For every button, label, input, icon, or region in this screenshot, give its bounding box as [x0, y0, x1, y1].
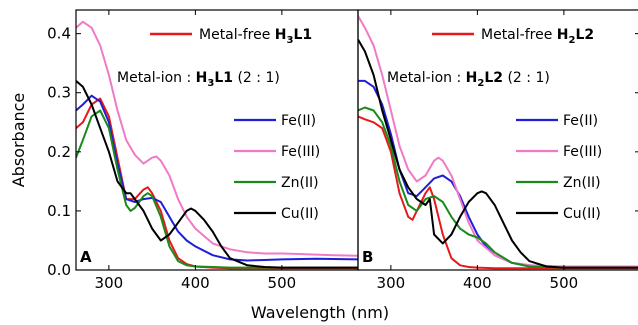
y-tick-label: 0.1	[47, 202, 71, 220]
panel-b-x-tick-label: 400	[463, 274, 492, 292]
panel-a-y-ticks: 0.0 0.1 0.2 0.3 0.4	[47, 25, 638, 279]
panel-b-series-fe3	[358, 15, 638, 268]
y-tick-label: 0.4	[47, 25, 71, 43]
panel-a-x-tick-label: 500	[268, 274, 297, 292]
panel-b-legend: Metal-free H2L2 Metal-ion : H2L2 (2 : 1)…	[387, 27, 602, 222]
legend-b-ratio-label: Metal-ion : H2L2 (2 : 1)	[387, 70, 550, 89]
legend-b-metal-free-label: Metal-free H2L2	[481, 27, 594, 46]
panel-a-series-zn2	[76, 109, 358, 269]
legend-a-fe3-label: Fe(III)	[281, 144, 320, 160]
panel-a-series	[76, 20, 358, 270]
y-tick-label: 0.3	[47, 84, 71, 102]
panel-b-label: B	[362, 248, 373, 266]
panel-a-label: A	[80, 248, 92, 266]
x-axis-title: Wavelength (nm)	[251, 303, 389, 322]
panel-a: 300 400 500 0.0 0.1 0.2 0.3 0.4 A	[47, 9, 638, 292]
legend-b-zn2-label: Zn(II)	[563, 175, 601, 191]
panel-b-series	[358, 15, 638, 270]
panel-a-legend: Metal-free H3L1 Metal-ion : H3L1 (2 : 1)…	[117, 27, 320, 222]
panel-b-x-tick-label: 300	[377, 274, 406, 292]
legend-a-ratio-label: Metal-ion : H3L1 (2 : 1)	[117, 70, 280, 89]
panel-a-series-cu2	[76, 80, 358, 269]
y-axis-title: Absorbance	[9, 93, 28, 188]
panel-a-x-tick-label: 300	[95, 274, 124, 292]
panel-b-series-metal-free	[358, 115, 638, 270]
panel-a-series-fe2	[76, 94, 358, 262]
panel-a-x-ticks: 300 400 500	[95, 10, 297, 292]
panel-b-x-tick-label: 500	[550, 274, 579, 292]
legend-b-cu2-label: Cu(II)	[563, 206, 601, 222]
panel-b-series-zn2	[358, 106, 638, 269]
legend-a-metal-free-label: Metal-free H3L1	[199, 27, 312, 46]
panel-a-x-tick-label: 400	[181, 274, 210, 292]
panel-a-series-fe3	[76, 20, 358, 257]
panel-b-x-ticks: 300 400 500	[377, 10, 579, 292]
y-tick-label: 0.0	[47, 261, 71, 279]
panel-b-frame	[357, 9, 638, 271]
legend-a-zn2-label: Zn(II)	[281, 175, 319, 191]
y-tick-label: 0.2	[47, 143, 71, 161]
legend-a-cu2-label: Cu(II)	[281, 206, 319, 222]
legend-b-fe2-label: Fe(II)	[563, 113, 598, 129]
legend-a-fe2-label: Fe(II)	[281, 113, 316, 129]
panel-b-series-cu2	[358, 38, 638, 269]
legend-b-fe3-label: Fe(III)	[563, 144, 602, 160]
panel-b: 300 400 500 B	[357, 9, 638, 292]
